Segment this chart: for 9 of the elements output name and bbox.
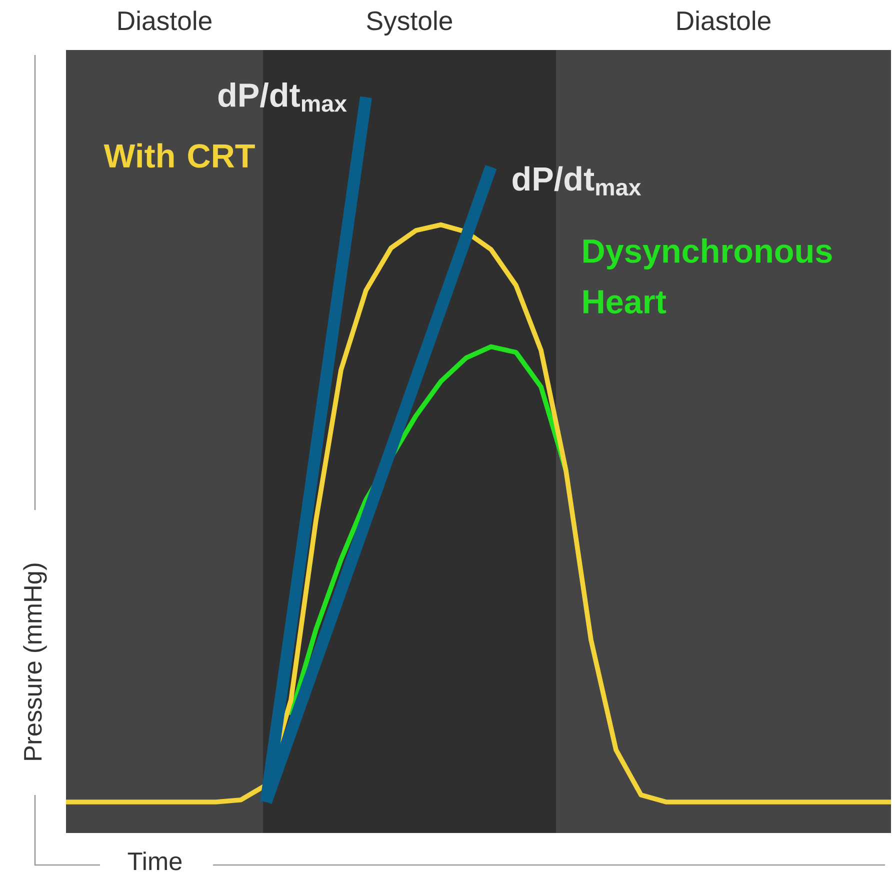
text: Dysynchronous Heart	[584, 238, 832, 314]
text: Diastole	[678, 10, 770, 30]
text: Diastole	[118, 10, 212, 30]
x-axis-title: Time	[128, 852, 182, 870]
y-axis-title: Pressure (mmHg)	[23, 564, 47, 760]
annotation: dP/dt$_{max}$	[218, 82, 347, 112]
annotation: dP/dt$_{max}$	[512, 166, 642, 196]
text: With CRT	[104, 143, 255, 168]
text: Systole	[366, 10, 452, 36]
